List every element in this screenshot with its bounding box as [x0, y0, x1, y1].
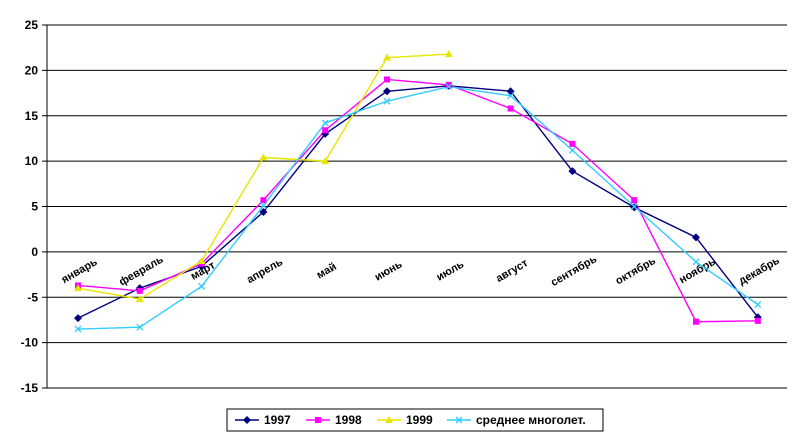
data-point: [383, 97, 391, 105]
data-point: [568, 167, 577, 176]
data-point: [630, 203, 638, 210]
data-point: [631, 197, 638, 204]
data-point: [315, 417, 321, 423]
data-point: [259, 153, 268, 161]
y-tick-label: -15: [21, 381, 39, 395]
y-tick-label: 20: [25, 63, 39, 77]
data-point: [693, 318, 699, 325]
data-point: [383, 53, 391, 61]
y-tick-label: 10: [25, 154, 39, 168]
data-point: [321, 119, 329, 127]
y-tick-label: 15: [25, 109, 39, 123]
data-point: [321, 157, 330, 165]
data-point: [692, 258, 700, 266]
data-point: [444, 50, 453, 58]
data-point: [507, 105, 514, 112]
data-point: [74, 314, 82, 323]
y-tick-label: 0: [31, 245, 38, 259]
data-point: [507, 92, 515, 100]
data-point: [568, 146, 576, 154]
x-tick-label: октябрь: [614, 255, 659, 288]
data-point: [754, 317, 761, 324]
data-point: [445, 83, 453, 91]
data-point: [384, 76, 390, 83]
series-line: [77, 85, 759, 330]
y-tick-label: -10: [21, 336, 39, 350]
data-point: [569, 140, 576, 147]
data-point: [135, 295, 144, 303]
data-point: [74, 284, 82, 292]
data-point: [455, 416, 463, 424]
x-tick-label: май: [315, 261, 339, 282]
data-point: [322, 127, 329, 134]
data-point: [445, 81, 452, 88]
data-point: [692, 233, 700, 242]
data-point: [74, 325, 82, 333]
x-tick-label: июль: [434, 258, 466, 283]
series-line: [77, 78, 758, 323]
y-tick-label: 5: [31, 200, 38, 214]
legend-label: 1999: [406, 413, 433, 427]
legend-label: 1997: [264, 413, 291, 427]
data-point: [136, 287, 143, 294]
data-point: [136, 323, 144, 331]
legend-label: 1998: [335, 413, 362, 427]
legend-box: [226, 408, 604, 432]
data-point: [385, 416, 393, 423]
data-point: [259, 202, 267, 210]
data-point: [260, 197, 267, 204]
x-tick-label: январь: [59, 256, 99, 286]
x-tick-label: сентябрь: [549, 253, 599, 289]
x-tick-label: август: [494, 257, 531, 285]
data-point: [383, 87, 391, 96]
data-point: [197, 256, 206, 264]
data-point: [259, 207, 268, 216]
x-tick-label: декабрь: [737, 254, 782, 287]
data-point: [198, 282, 206, 290]
data-point: [754, 301, 762, 308]
legend-label: среднее многолет.: [476, 413, 586, 427]
y-tick-label: -5: [27, 290, 38, 304]
data-point: [243, 416, 251, 424]
series-line: [77, 85, 759, 319]
y-tick-label: 25: [25, 18, 39, 32]
x-tick-label: июнь: [373, 258, 405, 283]
x-tick-label: апрель: [245, 256, 285, 286]
